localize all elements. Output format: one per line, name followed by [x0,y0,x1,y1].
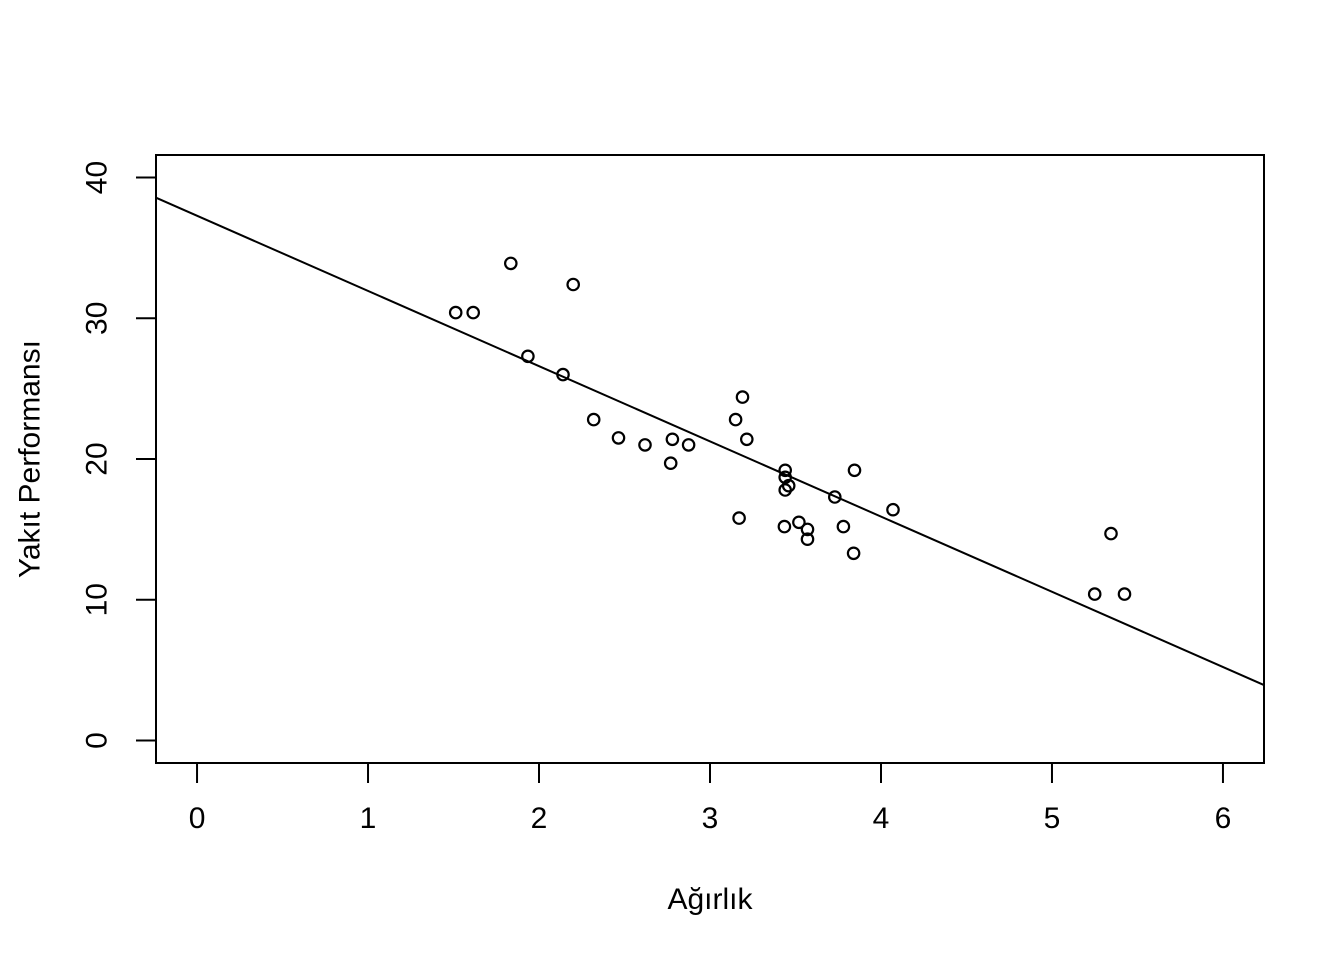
data-point [681,438,696,452]
data-point [466,305,480,320]
data-point [728,412,743,427]
data-point [777,519,792,534]
data-point [739,432,754,447]
data-point [448,305,463,320]
x-tick-label: 6 [1215,802,1232,835]
data-point [778,470,792,485]
y-tick-label: 20 [81,442,114,475]
data-point [503,256,518,271]
data-point [566,277,580,292]
plot-frame [155,154,1265,764]
y-tick-label: 10 [81,583,114,616]
data-point [792,515,806,530]
data-point [521,349,535,364]
data-point [836,519,851,534]
data-point [1117,587,1132,601]
data-point [886,502,900,517]
x-tick-label: 2 [531,802,548,835]
data-point [611,431,626,445]
x-tick-label: 5 [1044,802,1061,835]
x-tick-label: 3 [702,802,719,835]
data-point [732,511,746,525]
x-tick-label: 0 [189,802,206,835]
data-point [846,546,861,561]
data-point [800,522,815,537]
data-point [1104,526,1118,541]
data-point [800,532,815,546]
x-tick-label: 4 [873,802,890,835]
y-axis-title: Yakıt Performansı [14,340,47,578]
data-point [586,412,601,427]
data-point [827,490,842,504]
x-axis-title: Ağırlık [667,883,753,916]
data-point [1087,587,1102,601]
regression-line [155,196,1265,686]
data-point [556,367,570,382]
data-point [735,390,750,404]
chart-generated-layer: 0 1 2 3 4 5 6 0 10 20 30 40 [81,154,1265,835]
data-point [847,463,862,478]
data-point [778,463,792,478]
y-tick-label: 0 [81,732,114,749]
data-point [778,483,792,497]
y-tick-label: 30 [81,302,114,335]
data-point [665,432,680,447]
data-point [663,456,678,470]
y-tick-label: 40 [81,161,114,194]
data-point [638,438,652,452]
x-tick-label: 1 [360,802,377,835]
